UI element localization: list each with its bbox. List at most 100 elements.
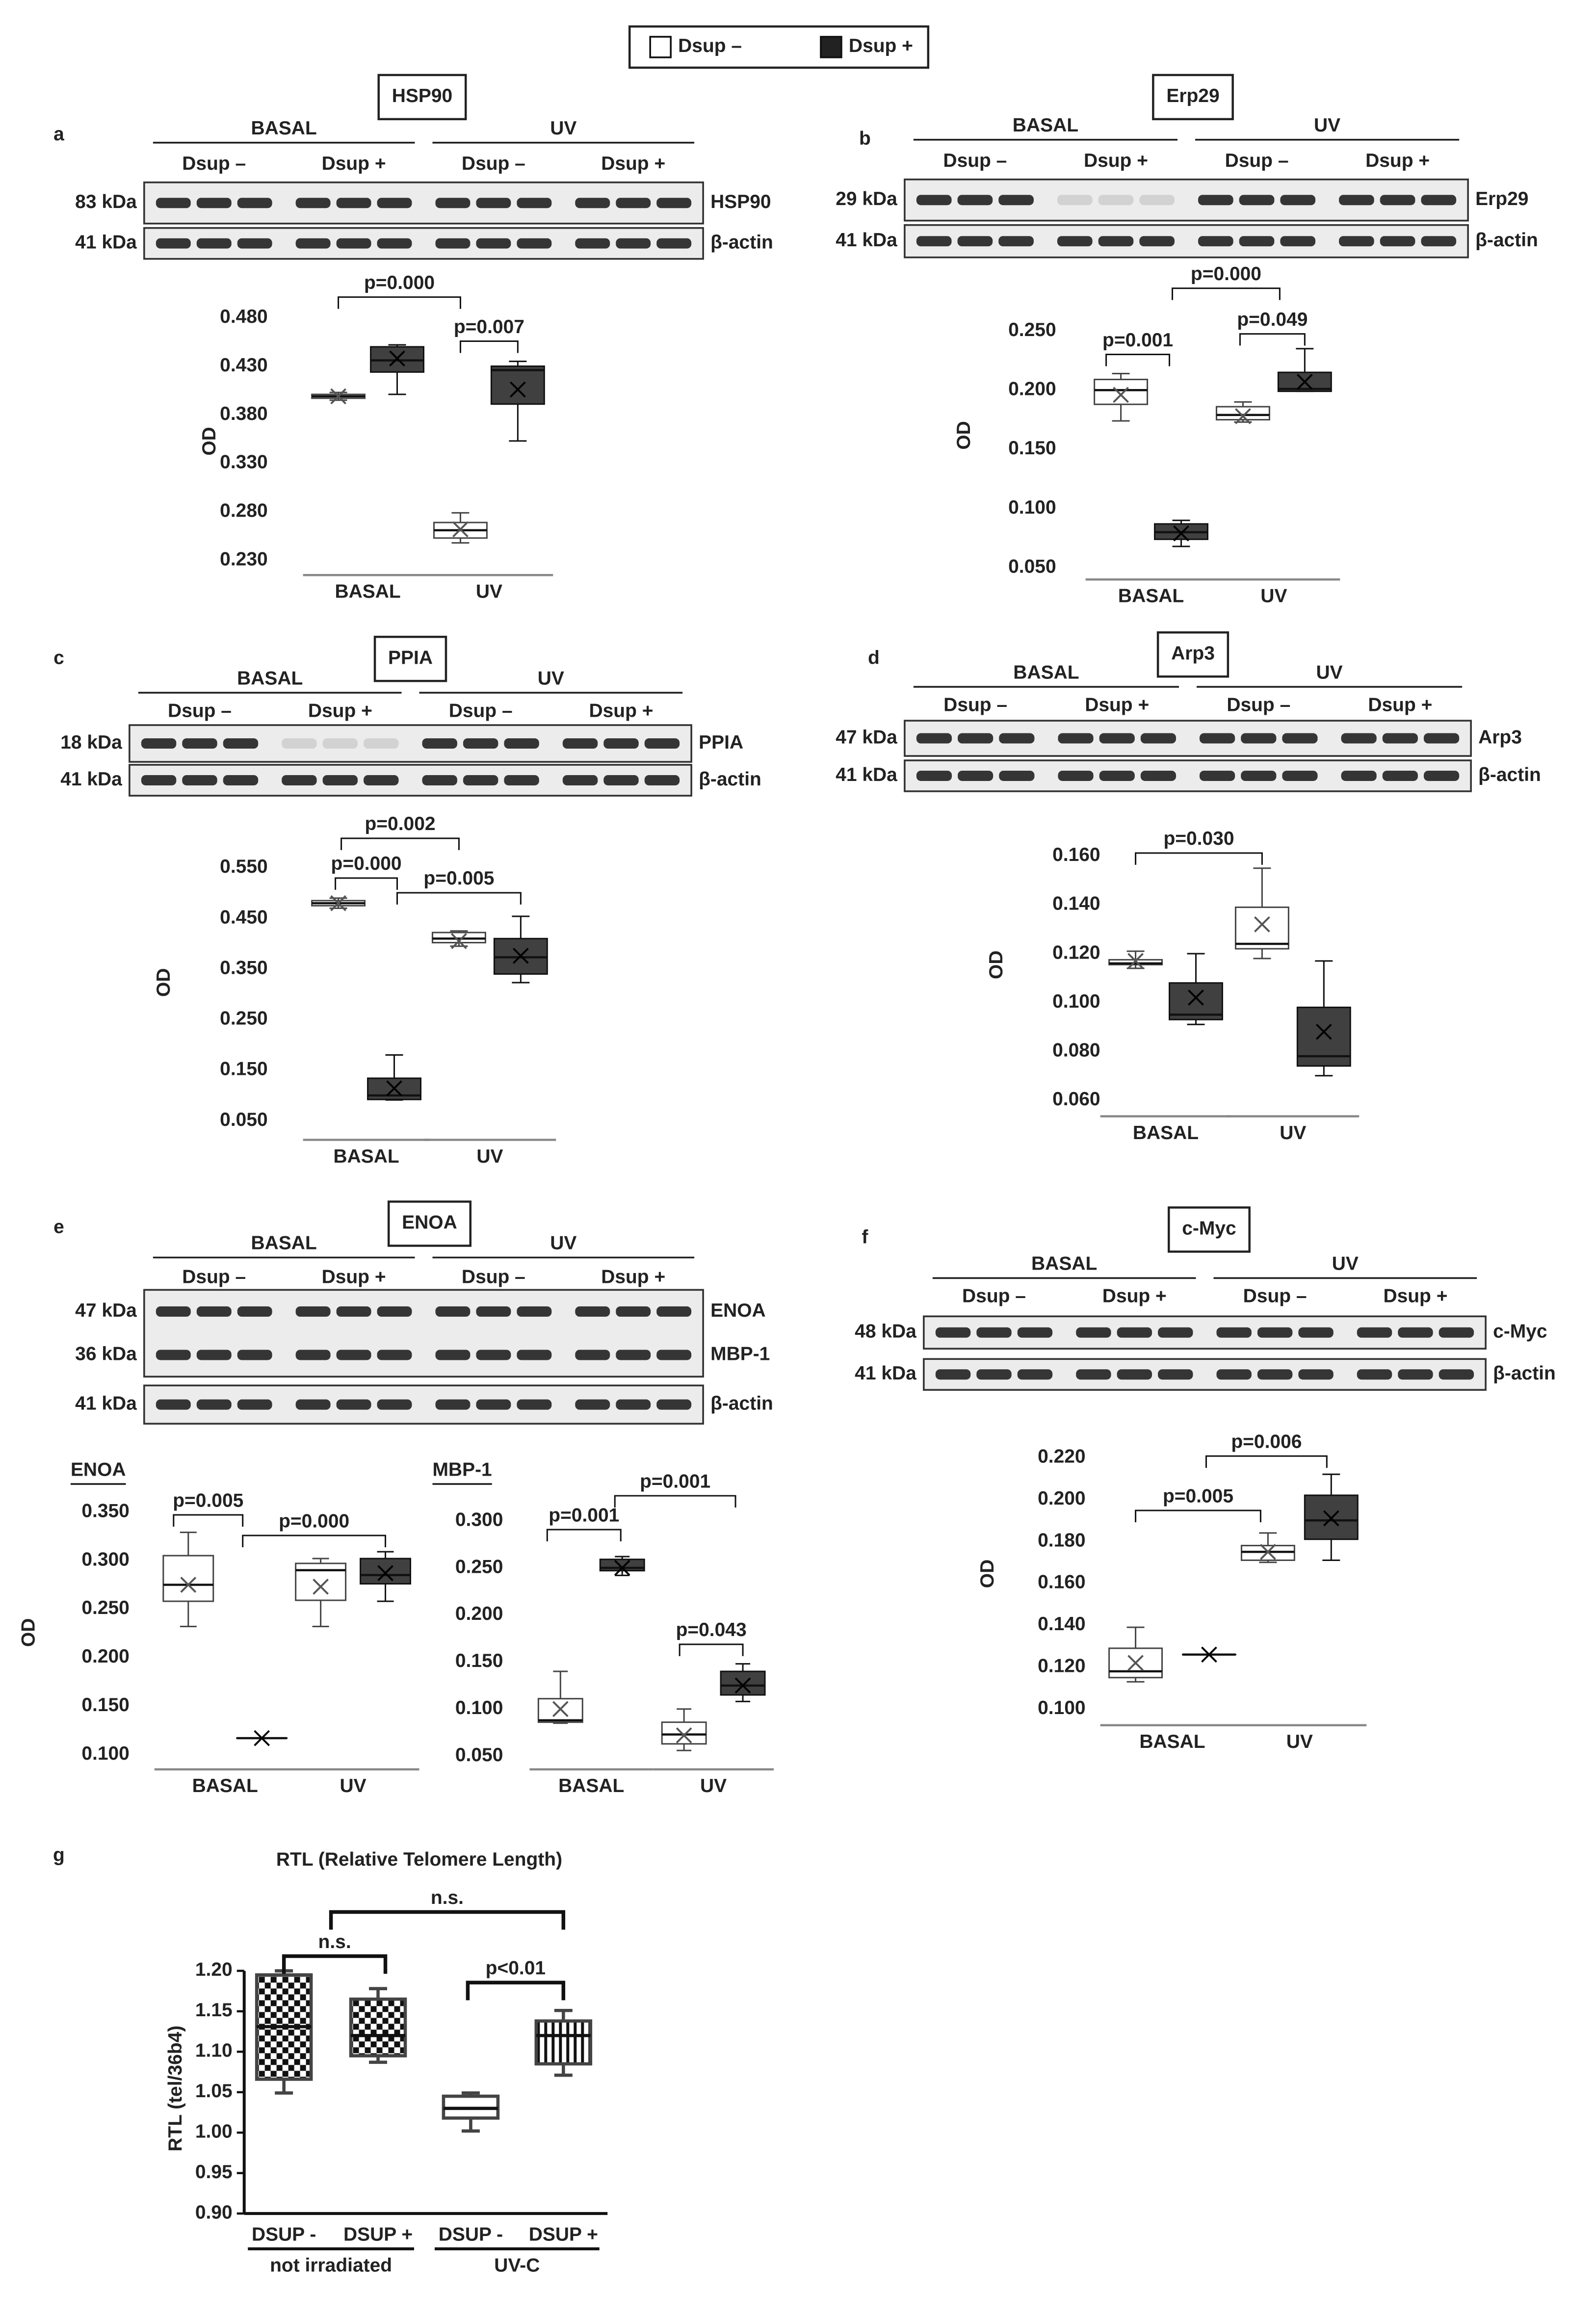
blot-group-label: BASAL	[237, 668, 303, 689]
blot-band	[422, 738, 457, 749]
panel-title: Arp3	[1171, 643, 1215, 664]
legend-swatch	[820, 36, 842, 58]
blot-band	[1076, 1369, 1111, 1380]
y-tick-label: 0.100	[1008, 497, 1056, 518]
p-value-label: p=0.002	[365, 813, 435, 834]
mean-marker	[552, 1701, 569, 1717]
blot-band	[377, 1306, 412, 1317]
significance-bracket	[329, 1910, 566, 1930]
blot-lane-label: Dsup –	[962, 1286, 1026, 1307]
mean-marker	[451, 933, 467, 949]
y-tick-label: 0.380	[220, 403, 268, 424]
blot-protein-label: c-Myc	[1493, 1321, 1547, 1342]
blot-band	[935, 1369, 971, 1380]
mean-marker	[254, 1730, 270, 1746]
blot-band	[916, 771, 952, 781]
blot-band	[999, 771, 1035, 781]
title-frame	[1168, 1206, 1251, 1253]
y-tick-label: 0.050	[1008, 556, 1056, 577]
blot-band	[562, 775, 598, 785]
y-tick-label: 1.20	[195, 1959, 233, 1980]
blot-group-label: BASAL	[1013, 115, 1078, 136]
y-tick-label: 0.100	[1038, 1697, 1086, 1718]
x-group-label: BASAL	[335, 581, 400, 602]
blot-band	[958, 733, 994, 744]
blot-group-label: UV	[1332, 1253, 1359, 1275]
significance-bracket	[282, 1954, 388, 1974]
blot-kda-label: 48 kDa	[855, 1321, 916, 1342]
blot-band	[156, 238, 191, 249]
blot-band	[575, 198, 610, 208]
blot-band	[1198, 236, 1233, 247]
blot-band	[656, 1350, 692, 1360]
mean-marker	[1254, 916, 1270, 933]
panel-letter: g	[53, 1845, 65, 1866]
blot-band	[958, 771, 994, 781]
box	[534, 2019, 593, 2066]
significance-bracket	[173, 1514, 244, 1527]
blot-band	[1339, 236, 1374, 247]
blot-band	[1341, 733, 1377, 744]
y-tick-label: 0.230	[220, 549, 268, 570]
y-tick-label: 0.430	[220, 355, 268, 376]
blot-band	[1076, 1327, 1111, 1338]
blot-band	[916, 236, 952, 247]
blot-lane-label: Dsup +	[1365, 150, 1430, 171]
y-tick-label: 0.250	[81, 1597, 130, 1618]
y-tick-label: 0.140	[1038, 1613, 1086, 1635]
blot-band	[141, 775, 177, 785]
blot-lane-label: Dsup +	[1085, 694, 1149, 715]
blot-kda-label: 47 kDa	[836, 727, 897, 748]
blot-band	[1099, 771, 1135, 781]
blot-band	[1198, 195, 1233, 206]
box	[490, 365, 545, 405]
blot-band	[476, 1399, 511, 1410]
y-tick-label: 0.95	[195, 2161, 233, 2183]
significance-bracket	[1239, 333, 1306, 346]
blot-band	[1140, 733, 1177, 744]
blot-band	[237, 238, 272, 249]
blot-band	[656, 198, 692, 208]
blot-band	[1241, 733, 1277, 744]
y-tick-label: 0.100	[1052, 991, 1100, 1012]
blot-lane-label: Dsup +	[1368, 694, 1432, 715]
blot-band	[435, 1306, 471, 1317]
blot-band	[1199, 771, 1235, 781]
blot-band	[1140, 771, 1177, 781]
blot-band	[1398, 1327, 1433, 1338]
blot-group-label: BASAL	[1031, 1253, 1097, 1275]
y-tick-label: 0.250	[455, 1556, 503, 1577]
mean-marker	[1315, 1023, 1332, 1040]
y-tick-label: 0.90	[195, 2202, 233, 2223]
blot-band	[603, 738, 639, 749]
blot-band	[1117, 1327, 1152, 1338]
y-tick-label: 0.200	[1038, 1488, 1086, 1509]
blot-group-label: UV	[1314, 115, 1340, 136]
blot-band	[295, 198, 331, 208]
blot-band	[935, 1327, 971, 1338]
panel-letter: c	[53, 647, 64, 668]
blot-lane-label: Dsup +	[589, 700, 653, 721]
blot-strip	[923, 1358, 1487, 1391]
blot-band	[976, 1327, 1012, 1338]
blot-band	[322, 775, 358, 785]
panel-letter: a	[53, 124, 64, 145]
blot-band	[435, 198, 471, 208]
y-tick-label: 0.050	[455, 1744, 503, 1766]
y-tick-label: 0.120	[1052, 942, 1100, 963]
blot-band	[1298, 1327, 1334, 1338]
y-axis-label: OD	[977, 1560, 998, 1588]
blot-band	[916, 733, 952, 744]
blot-band	[998, 195, 1034, 206]
mean-marker	[1188, 989, 1204, 1006]
blot-band	[295, 1350, 331, 1360]
blot-protein-label: MBP-1	[710, 1343, 770, 1364]
blot-band	[377, 1399, 412, 1410]
lane-label: DSUP +	[529, 2224, 598, 2245]
mean-marker	[1173, 525, 1189, 542]
p-value-label: p=0.007	[454, 316, 524, 338]
blot-band	[1382, 771, 1418, 781]
mean-marker	[313, 1579, 329, 1595]
mean-marker	[1113, 387, 1129, 403]
